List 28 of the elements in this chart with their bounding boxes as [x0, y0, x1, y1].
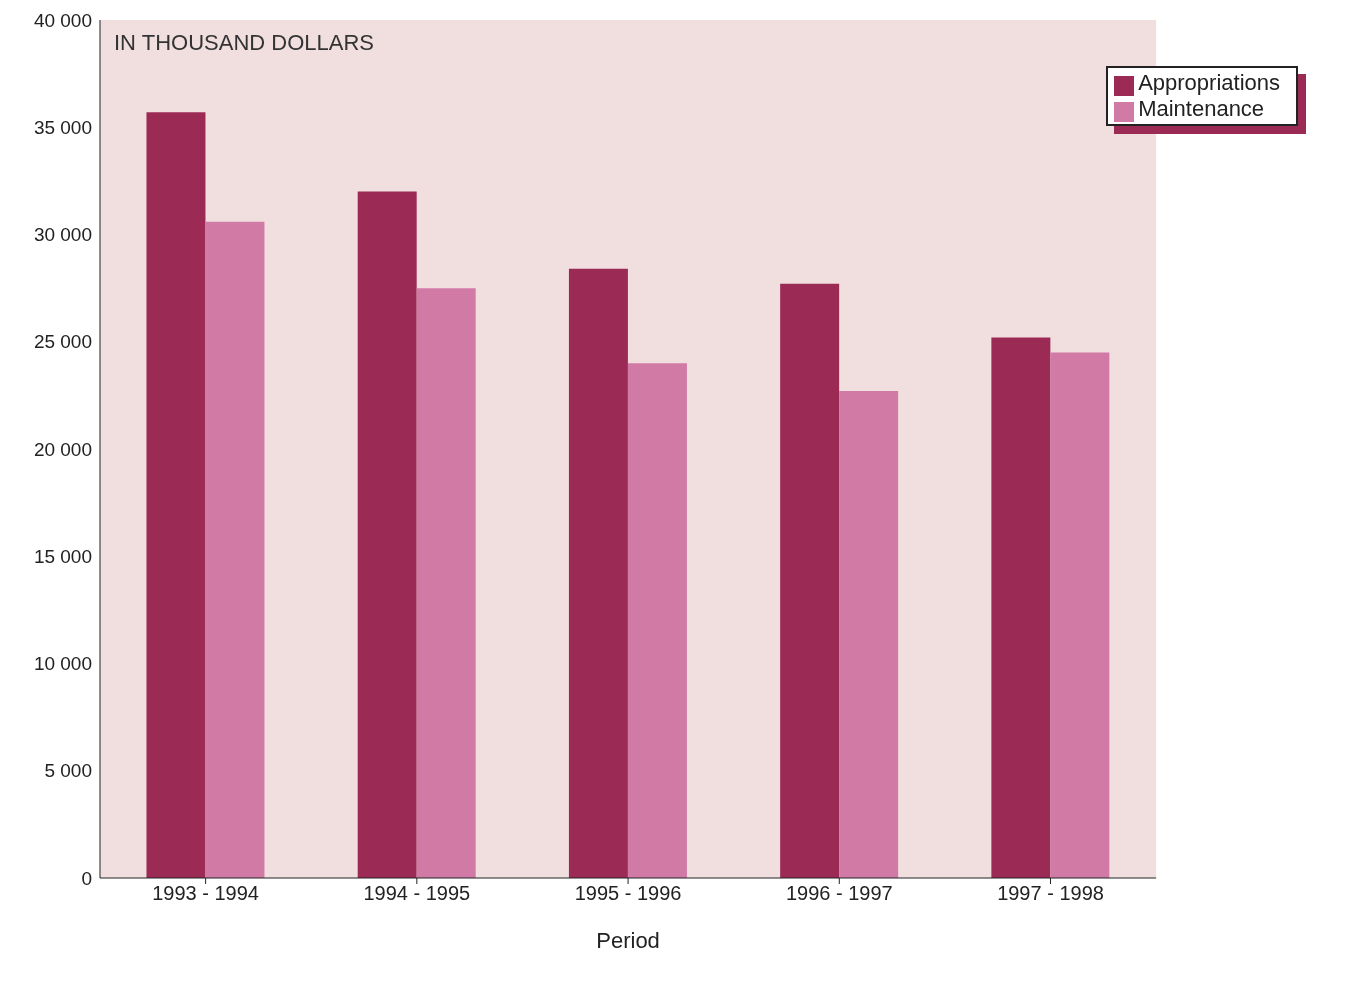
y-tick-label: 40 000: [33, 9, 92, 31]
annotation: IN THOUSAND DOLLARS: [114, 30, 374, 56]
bar: [1050, 352, 1110, 878]
y-tick-label: 30 000: [33, 224, 92, 246]
x-tick-label: 1997 - 1998: [997, 882, 1104, 905]
y-tick-label: 20 000: [33, 438, 92, 460]
bar: [991, 337, 1051, 878]
bar: [627, 363, 687, 878]
bar: [780, 283, 840, 878]
y-tick-label: 0: [81, 867, 92, 889]
bar: [146, 112, 206, 878]
x-tick-label: 1994 - 1995: [363, 882, 471, 905]
legend-label: Maintenance: [1138, 96, 1265, 121]
bar: [416, 288, 476, 878]
x-tick-label: 1996 - 1997: [785, 882, 893, 905]
bar: [357, 191, 417, 878]
legend-label: Appropriations: [1138, 70, 1280, 95]
x-tick-label: 1993 - 1994: [152, 882, 259, 905]
y-tick-label: 10 000: [33, 653, 92, 675]
bar: [205, 221, 265, 878]
bar: [568, 268, 628, 878]
x-tick-label: 1995 - 1996: [574, 882, 682, 905]
y-tick-label: 35 000: [33, 117, 92, 138]
y-tick-label: 15 000: [33, 545, 92, 567]
y-tick-label: 25 000: [33, 331, 92, 353]
y-tick-label: 5 000: [44, 760, 92, 782]
x-axis-title: Period: [596, 928, 660, 953]
bar: [839, 391, 899, 878]
